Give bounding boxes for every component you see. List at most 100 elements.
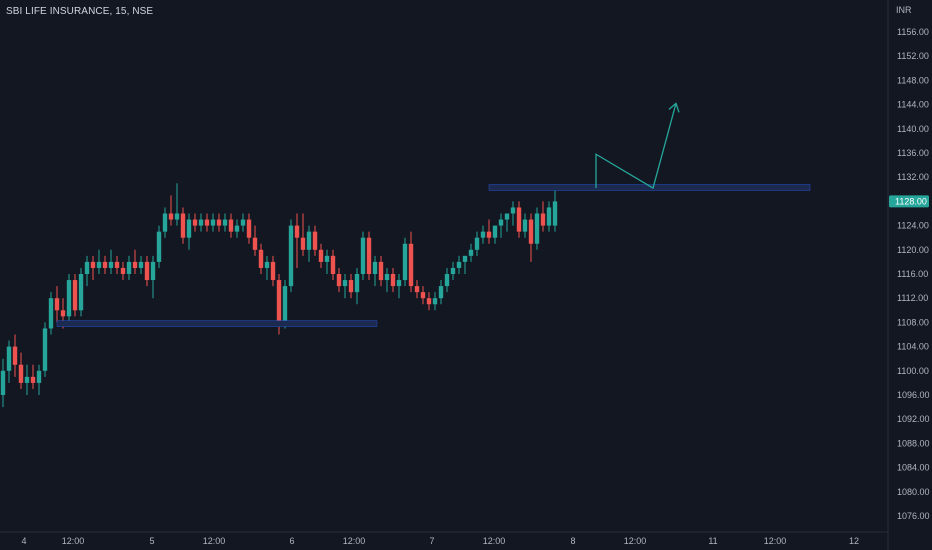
candle-body <box>240 219 246 226</box>
candle-body <box>216 219 222 226</box>
time-tick-label: 12:00 <box>62 536 85 546</box>
resistance-zone[interactable] <box>488 184 811 191</box>
candle-body <box>258 249 264 268</box>
candle <box>42 322 48 377</box>
candle <box>546 201 552 232</box>
candle-body <box>474 237 480 250</box>
candle-body <box>264 261 270 268</box>
candle-body <box>252 237 258 250</box>
time-tick-label: 12:00 <box>624 536 647 546</box>
candle-body <box>66 280 72 317</box>
support-zone[interactable] <box>56 320 378 327</box>
candle <box>18 352 24 389</box>
candle-body <box>24 376 30 383</box>
candle <box>186 213 192 250</box>
candle <box>138 255 144 274</box>
candle-body <box>96 261 102 268</box>
candle-body <box>192 219 198 226</box>
projection-layer[interactable] <box>595 102 680 190</box>
candle-body <box>132 261 138 268</box>
candle-body <box>60 310 66 317</box>
price-tick-label: 1096.00 <box>897 390 930 400</box>
candle-body <box>450 267 456 274</box>
price-tick-label: 1124.00 <box>897 221 929 231</box>
candle <box>162 207 168 238</box>
candle <box>240 213 246 232</box>
candle-body <box>426 298 432 305</box>
candle-body <box>330 255 336 274</box>
zones-layer[interactable] <box>56 184 811 327</box>
candle-body <box>522 219 528 232</box>
candle <box>438 280 444 305</box>
price-tick-label: 1148.00 <box>897 75 929 85</box>
price-tick-label: 1104.00 <box>897 342 929 352</box>
candle <box>168 195 174 226</box>
candle-body <box>456 261 462 268</box>
candle-body <box>498 219 504 226</box>
candle <box>378 255 384 287</box>
candle-body <box>294 225 300 238</box>
time-axis[interactable]: 4 12:00 5 12:00 6 12:00 7 12:00 8 12:00 11 12:00 12 <box>21 536 859 546</box>
candle <box>30 364 36 389</box>
candle-body <box>282 286 288 323</box>
candle <box>408 231 414 293</box>
candle <box>318 243 324 268</box>
candle-body <box>480 231 486 238</box>
candle <box>288 219 294 293</box>
price-tick-label: 1120.00 <box>897 245 929 255</box>
time-tick-label: 12:00 <box>764 536 787 546</box>
candle <box>258 243 264 274</box>
candle <box>216 213 222 232</box>
candle-body <box>360 237 366 274</box>
candle <box>150 255 156 299</box>
candle <box>366 231 372 281</box>
candle <box>102 255 108 274</box>
candle-body <box>516 207 522 232</box>
candle-body <box>462 255 468 262</box>
price-axis[interactable]: 1156.00 1152.00 1148.00 1144.00 1140.00 1136.… <box>897 27 930 521</box>
candle-body <box>342 280 348 287</box>
candle <box>492 225 498 244</box>
candle-body <box>108 261 114 268</box>
candle <box>108 249 114 274</box>
price-tick-label: 1076.00 <box>897 511 930 521</box>
candle-body <box>36 370 42 383</box>
projection-arrowhead[interactable] <box>668 102 680 113</box>
time-tick-label: 8 <box>570 536 575 546</box>
candle <box>498 213 504 238</box>
candle-body <box>432 298 438 305</box>
candle <box>516 201 522 238</box>
candle <box>6 340 12 383</box>
candle <box>132 249 138 274</box>
candle <box>462 255 468 274</box>
candle <box>264 255 270 281</box>
candle-body <box>168 213 174 220</box>
candle-body <box>444 274 450 287</box>
candle <box>324 249 330 274</box>
candle-body <box>504 213 510 220</box>
candle <box>510 201 516 226</box>
candle-body <box>120 267 126 274</box>
candle-body <box>222 219 228 226</box>
candle <box>0 358 6 408</box>
candle <box>96 249 102 274</box>
candle <box>144 255 150 287</box>
candle-body <box>348 280 354 293</box>
candle-body <box>300 237 306 250</box>
candle <box>228 213 234 238</box>
time-tick-label: 5 <box>149 536 154 546</box>
candle <box>84 255 90 287</box>
candle <box>114 255 120 274</box>
price-badge-label: 1128.00 <box>895 196 927 206</box>
candle <box>24 364 30 395</box>
candle-body <box>390 274 396 287</box>
candle <box>486 219 492 244</box>
candle <box>390 267 396 293</box>
projection-path[interactable] <box>595 103 677 190</box>
price-tick-label: 1140.00 <box>897 124 929 134</box>
candle <box>540 201 546 232</box>
candle <box>312 225 318 256</box>
candle <box>444 267 450 293</box>
